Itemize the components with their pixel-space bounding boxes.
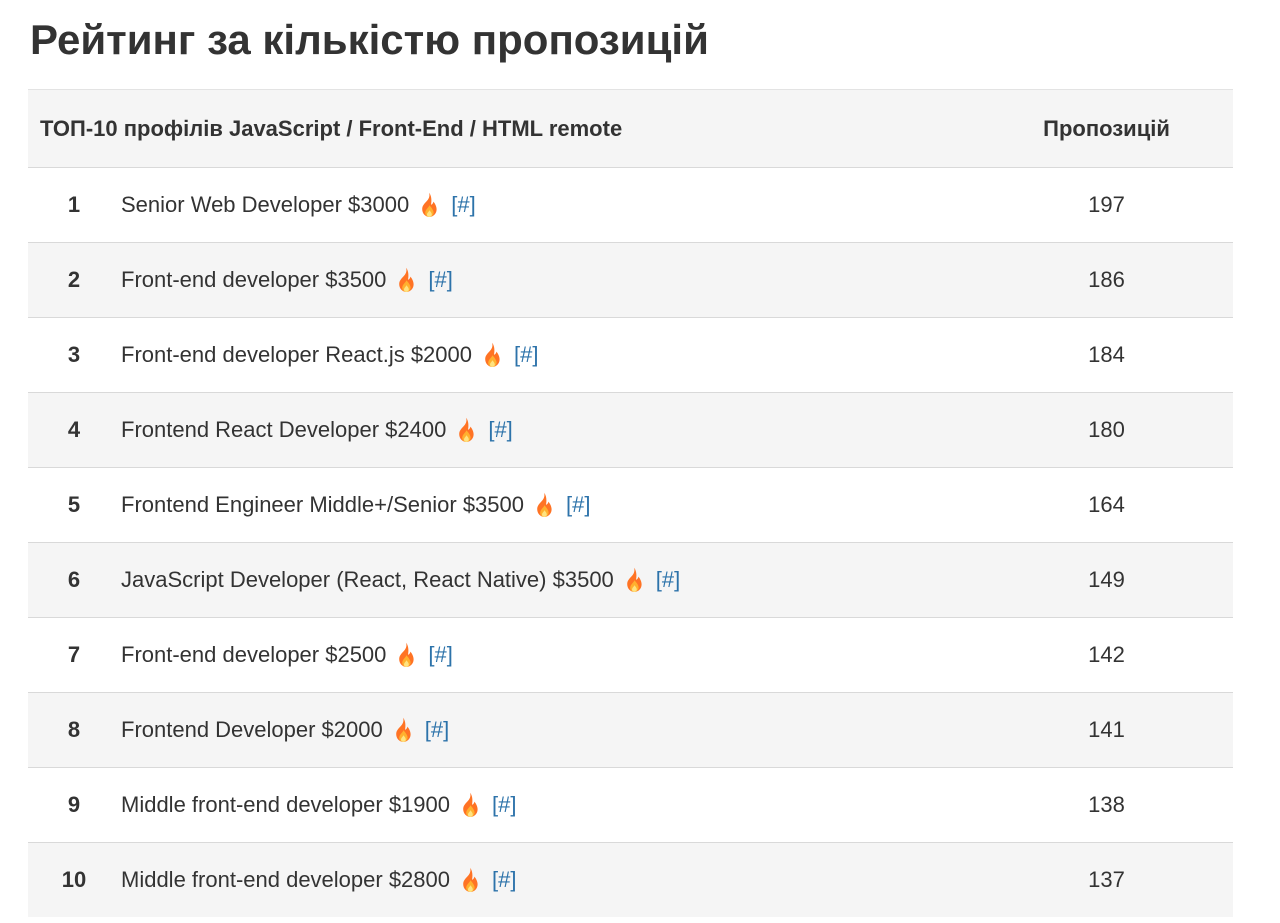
- rank-cell: 6: [28, 542, 120, 618]
- fire-icon: [391, 717, 415, 743]
- offers-column-header: Пропозицій: [980, 89, 1233, 168]
- table-header-row: ТОП-10 профілів JavaScript / Front-End /…: [28, 89, 1233, 168]
- profile-title: Middle front-end developer $1900: [121, 792, 451, 817]
- rank-cell: 7: [28, 617, 120, 693]
- profile-hash-link[interactable]: [#]: [566, 492, 591, 517]
- rank-cell: 4: [28, 392, 120, 468]
- table-row: 10 Middle front-end developer $2800 [#] …: [28, 842, 1233, 917]
- rank-cell: 8: [28, 692, 120, 768]
- profile-title: Front-end developer $3500: [121, 267, 387, 292]
- profile-title: Front-end developer React.js $2000: [121, 342, 472, 367]
- table-row: 9 Middle front-end developer $1900 [#] 1…: [28, 767, 1233, 843]
- offers-cell: 138: [980, 767, 1233, 843]
- table-row: 6 JavaScript Developer (React, React Nat…: [28, 542, 1233, 618]
- fire-icon: [394, 267, 418, 293]
- profile-title: Middle front-end developer $2800: [121, 867, 451, 892]
- title-cell: Frontend Engineer Middle+/Senior $3500 […: [120, 467, 980, 543]
- offers-cell: 180: [980, 392, 1233, 468]
- title-cell: Front-end developer $3500 [#]: [120, 242, 980, 318]
- offers-cell: 184: [980, 317, 1233, 393]
- offers-cell: 142: [980, 617, 1233, 693]
- offers-cell: 149: [980, 542, 1233, 618]
- title-cell: Front-end developer $2500 [#]: [120, 617, 980, 693]
- table-row: 7 Front-end developer $2500 [#] 142: [28, 617, 1233, 693]
- rank-cell: 5: [28, 467, 120, 543]
- title-cell: JavaScript Developer (React, React Nativ…: [120, 542, 980, 618]
- title-cell: Middle front-end developer $1900 [#]: [120, 767, 980, 843]
- profile-hash-link[interactable]: [#]: [655, 567, 681, 592]
- profile-hash-link[interactable]: [#]: [451, 192, 476, 217]
- profile-title: JavaScript Developer (React, React Nativ…: [121, 567, 614, 592]
- offers-cell: 137: [980, 842, 1233, 917]
- profile-hash-link[interactable]: [#]: [488, 417, 513, 442]
- offers-cell: 186: [980, 242, 1233, 318]
- profile-hash-link[interactable]: [#]: [428, 267, 453, 292]
- fire-icon: [458, 867, 482, 893]
- profile-title: Front-end developer $2500: [121, 642, 387, 667]
- table-row: 1 Senior Web Developer $3000 [#] 197: [28, 167, 1233, 243]
- fire-icon: [394, 642, 418, 668]
- fire-icon: [454, 417, 478, 443]
- rank-cell: 1: [28, 167, 120, 243]
- rank-cell: 9: [28, 767, 120, 843]
- table-row: 4 Frontend React Developer $2400 [#] 180: [28, 392, 1233, 468]
- page-title: Рейтинг за кількістю пропозицій: [30, 16, 709, 63]
- title-cell: Middle front-end developer $2800 [#]: [120, 842, 980, 917]
- rank-cell: 3: [28, 317, 120, 393]
- profile-title: Frontend React Developer $2400: [121, 417, 447, 442]
- rank-cell: 2: [28, 242, 120, 318]
- table-row: 3 Front-end developer React.js $2000 [#]…: [28, 317, 1233, 393]
- table-row: 5 Frontend Engineer Middle+/Senior $3500…: [28, 467, 1233, 543]
- profile-hash-link[interactable]: [#]: [428, 642, 453, 667]
- fire-icon: [480, 342, 504, 368]
- page: Рейтинг за кількістю пропозицій ТОП-10 п…: [0, 16, 1280, 917]
- offers-cell: 164: [980, 467, 1233, 543]
- table-row: 2 Front-end developer $3500 [#] 186: [28, 242, 1233, 318]
- fire-icon: [458, 792, 482, 818]
- profiles-column-header: ТОП-10 профілів JavaScript / Front-End /…: [28, 89, 980, 168]
- rank-cell: 10: [28, 842, 120, 917]
- title-cell: Front-end developer React.js $2000 [#]: [120, 317, 980, 393]
- table-row: 8 Frontend Developer $2000 [#] 141: [28, 692, 1233, 768]
- fire-icon: [532, 492, 556, 518]
- profile-title: Senior Web Developer $3000: [121, 192, 410, 217]
- profile-hash-link[interactable]: [#]: [514, 342, 539, 367]
- fire-icon: [622, 567, 646, 593]
- fire-icon: [417, 192, 441, 218]
- profile-hash-link[interactable]: [#]: [492, 867, 517, 892]
- profile-title: Frontend Engineer Middle+/Senior $3500: [121, 492, 524, 517]
- title-cell: Senior Web Developer $3000 [#]: [120, 167, 980, 243]
- title-cell: Frontend React Developer $2400 [#]: [120, 392, 980, 468]
- offers-cell: 197: [980, 167, 1233, 243]
- profile-hash-link[interactable]: [#]: [492, 792, 517, 817]
- title-cell: Frontend Developer $2000 [#]: [120, 692, 980, 768]
- profile-hash-link[interactable]: [#]: [424, 717, 450, 742]
- ranking-table: ТОП-10 профілів JavaScript / Front-End /…: [28, 89, 1233, 917]
- profile-title: Frontend Developer $2000: [121, 717, 383, 742]
- offers-cell: 141: [980, 692, 1233, 768]
